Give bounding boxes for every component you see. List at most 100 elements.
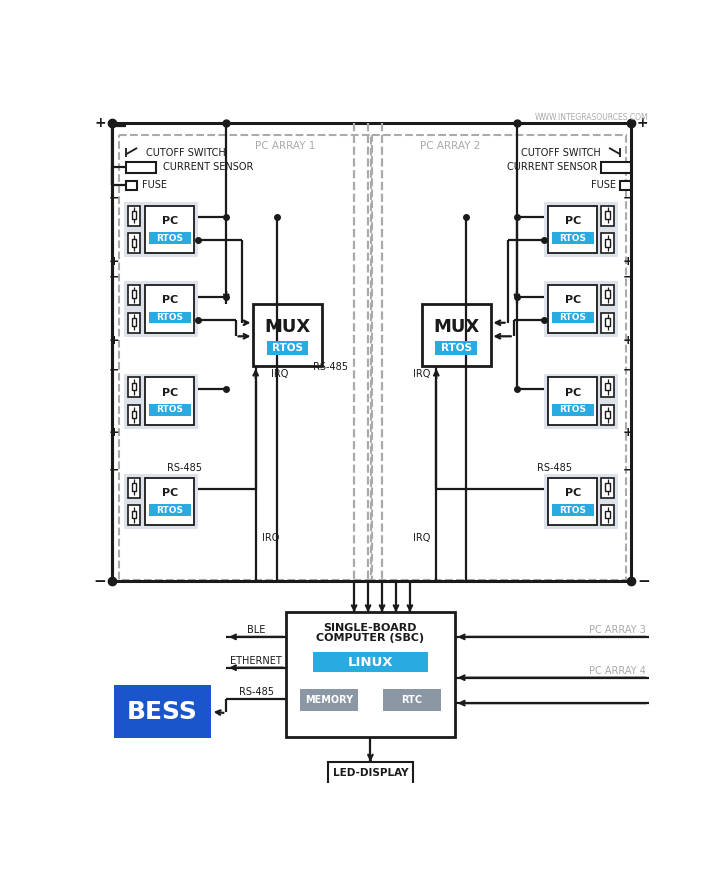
Bar: [128, 505, 140, 525]
Text: RTOS: RTOS: [156, 234, 183, 243]
Bar: [132, 410, 136, 418]
Text: CUTOFF SWITCH: CUTOFF SWITCH: [146, 148, 225, 158]
Bar: [601, 233, 614, 253]
Text: +: +: [622, 426, 633, 439]
Text: PC: PC: [565, 488, 581, 498]
Bar: [605, 483, 610, 491]
Bar: [605, 211, 610, 219]
Text: RS-485: RS-485: [167, 463, 202, 473]
Text: −: −: [109, 192, 120, 204]
Bar: [132, 238, 136, 246]
Text: LED-DISPLAY: LED-DISPLAY: [333, 768, 408, 778]
Text: RTC: RTC: [402, 695, 423, 705]
Bar: [132, 483, 136, 491]
Bar: [605, 510, 610, 518]
Text: PC ARRAY 1: PC ARRAY 1: [255, 141, 315, 150]
Bar: [372, 135, 626, 580]
Text: RTOS: RTOS: [559, 313, 587, 322]
Bar: [544, 202, 618, 257]
Bar: [552, 312, 594, 323]
Bar: [605, 290, 610, 298]
Text: CURRENT SENSOR: CURRENT SENSOR: [507, 162, 597, 172]
Text: −: −: [622, 271, 633, 284]
Text: COMPUTER (SBC): COMPUTER (SBC): [316, 633, 424, 642]
Bar: [300, 689, 358, 711]
Bar: [548, 285, 597, 333]
Bar: [145, 378, 194, 425]
Text: −: −: [109, 271, 120, 284]
Bar: [544, 373, 618, 429]
Text: −: −: [637, 574, 650, 589]
Text: BESS: BESS: [127, 700, 198, 723]
Text: LINUX: LINUX: [348, 656, 393, 669]
Text: RTOS: RTOS: [156, 406, 183, 414]
Text: PC: PC: [162, 488, 178, 498]
Text: RTOS: RTOS: [441, 343, 472, 353]
Bar: [436, 341, 477, 355]
Text: +: +: [622, 254, 633, 268]
Text: IRQ: IRQ: [262, 533, 279, 543]
Text: RTOS: RTOS: [559, 234, 587, 243]
Bar: [128, 233, 140, 253]
Bar: [328, 761, 413, 785]
Bar: [132, 510, 136, 518]
Bar: [605, 318, 610, 326]
Text: WWW.INTEGRASOURCES.COM: WWW.INTEGRASOURCES.COM: [535, 114, 649, 122]
Bar: [126, 162, 156, 172]
Text: FUSE: FUSE: [591, 180, 616, 190]
Bar: [548, 478, 597, 525]
Bar: [605, 383, 610, 391]
Text: +: +: [109, 426, 120, 439]
Bar: [552, 232, 594, 244]
Bar: [145, 206, 194, 253]
Bar: [149, 404, 191, 415]
Text: +: +: [109, 254, 120, 268]
Bar: [145, 285, 194, 333]
Text: RS-485: RS-485: [313, 363, 348, 372]
Text: −: −: [622, 363, 633, 377]
Text: PC: PC: [162, 296, 178, 305]
Bar: [149, 504, 191, 516]
Bar: [118, 135, 371, 580]
Text: −: −: [109, 363, 120, 377]
Bar: [383, 689, 441, 711]
Bar: [620, 181, 631, 189]
Bar: [124, 373, 198, 429]
Text: CUTOFF SWITCH: CUTOFF SWITCH: [521, 148, 600, 158]
Text: RS-485: RS-485: [239, 686, 273, 697]
Bar: [286, 612, 455, 737]
Bar: [149, 232, 191, 244]
Bar: [128, 478, 140, 497]
Text: −: −: [94, 574, 106, 589]
Text: PC ARRAY 3: PC ARRAY 3: [589, 625, 646, 635]
Bar: [552, 404, 594, 415]
Bar: [128, 405, 140, 425]
Text: PC: PC: [565, 216, 581, 226]
Text: RTOS: RTOS: [559, 505, 587, 515]
Text: −: −: [622, 192, 633, 204]
Bar: [124, 473, 198, 529]
Text: +: +: [622, 334, 633, 347]
Bar: [548, 206, 597, 253]
Text: FUSE: FUSE: [142, 180, 167, 190]
Bar: [124, 202, 198, 257]
Text: IRQ: IRQ: [413, 533, 430, 543]
Bar: [544, 282, 618, 337]
Bar: [601, 478, 614, 497]
Text: PC ARRAY 2: PC ARRAY 2: [420, 141, 481, 150]
Bar: [132, 290, 136, 298]
Bar: [601, 378, 614, 398]
Text: MUX: MUX: [265, 318, 310, 336]
Text: PC: PC: [565, 388, 581, 398]
Bar: [126, 181, 137, 189]
Text: −: −: [109, 463, 120, 476]
Bar: [128, 312, 140, 333]
Bar: [132, 383, 136, 391]
Bar: [601, 505, 614, 525]
Bar: [149, 312, 191, 323]
Bar: [544, 473, 618, 529]
Bar: [145, 478, 194, 525]
Text: RTOS: RTOS: [272, 343, 303, 353]
Bar: [601, 206, 614, 225]
Text: IRQ: IRQ: [271, 369, 289, 378]
